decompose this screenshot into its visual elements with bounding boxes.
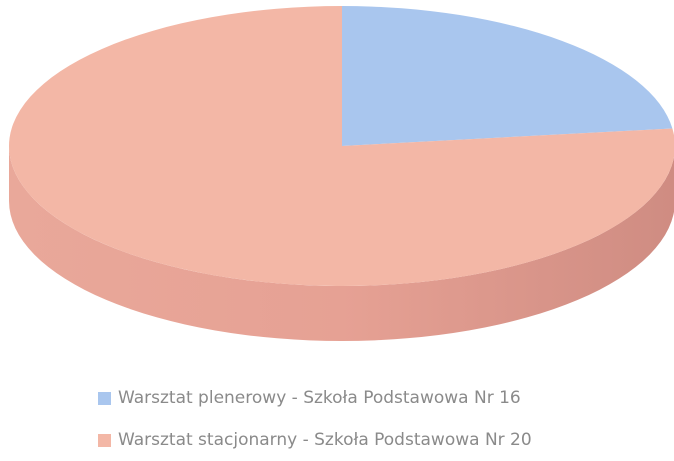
pie-slice-1 <box>342 6 673 146</box>
legend-swatch <box>98 391 111 405</box>
pie-slice-2 <box>9 6 674 286</box>
legend-item: Warsztat stacjonarny - Szkoła Podstawowa… <box>98 419 532 461</box>
pie-side-wall <box>9 146 674 341</box>
legend-label: Warsztat stacjonarny - Szkoła Podstawowa… <box>118 430 532 450</box>
legend-swatch <box>98 433 111 447</box>
legend-item: Warsztat plenerowy - Szkoła Podstawowa N… <box>98 377 532 419</box>
pie-slices-group <box>9 6 674 341</box>
legend-label: Warsztat plenerowy - Szkoła Podstawowa N… <box>118 388 521 408</box>
chart-legend: Warsztat plenerowy - Szkoła Podstawowa N… <box>98 377 532 461</box>
